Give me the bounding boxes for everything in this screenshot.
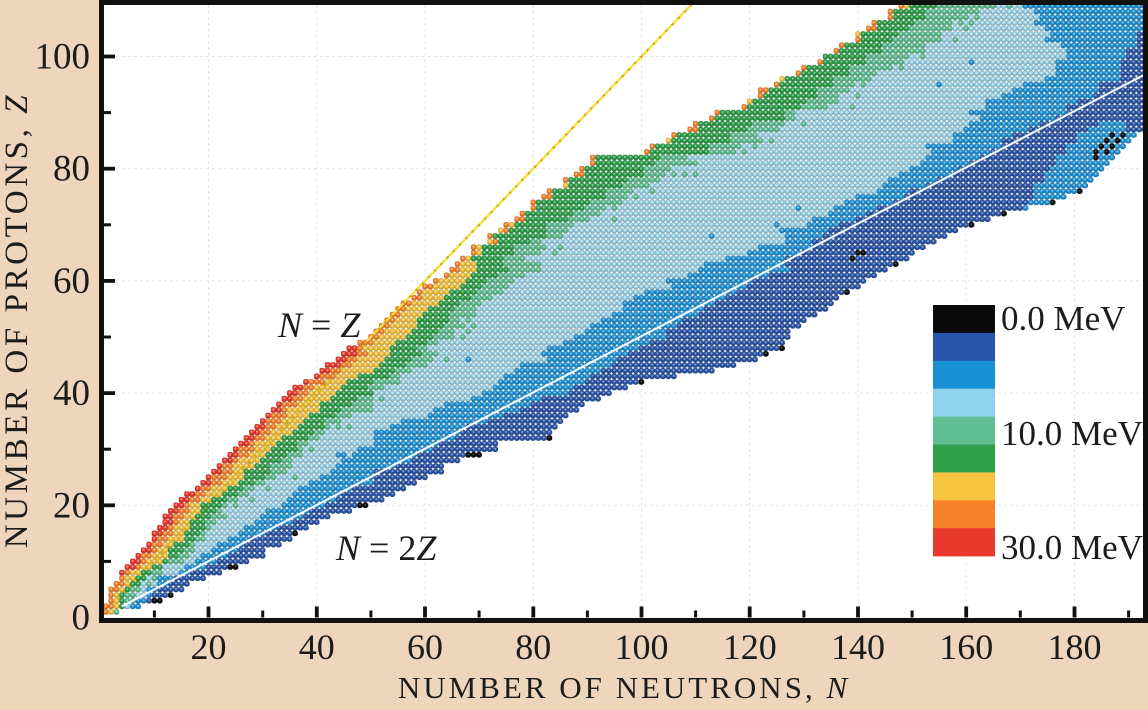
svg-text:100: 100 [615,627,669,667]
svg-text:20: 20 [53,485,90,526]
svg-text:NUMBER OF NEUTRONS, N: NUMBER OF NEUTRONS, N [398,670,850,705]
svg-text:40: 40 [53,373,90,414]
svg-text:60: 60 [407,627,443,667]
svg-text:100: 100 [35,37,91,78]
svg-text:40: 40 [299,627,335,667]
svg-text:0: 0 [72,598,91,639]
svg-text:N = 2Z: N = 2Z [335,528,437,568]
svg-text:60: 60 [53,261,90,302]
svg-text:NUMBER OF PROTONS, Z: NUMBER OF PROTONS, Z [0,92,35,549]
svg-text:20: 20 [191,627,227,667]
svg-text:140: 140 [831,627,885,667]
svg-text:120: 120 [723,627,777,667]
svg-text:80: 80 [515,627,551,667]
svg-text:0.0 MeV: 0.0 MeV [1001,299,1125,338]
svg-text:180: 180 [1048,627,1102,667]
svg-text:N = Z: N = Z [277,305,361,345]
svg-text:10.0 MeV: 10.0 MeV [1001,414,1143,453]
svg-text:160: 160 [939,627,993,667]
svg-text:30.0 MeV: 30.0 MeV [1001,528,1143,567]
svg-text:80: 80 [53,149,90,190]
